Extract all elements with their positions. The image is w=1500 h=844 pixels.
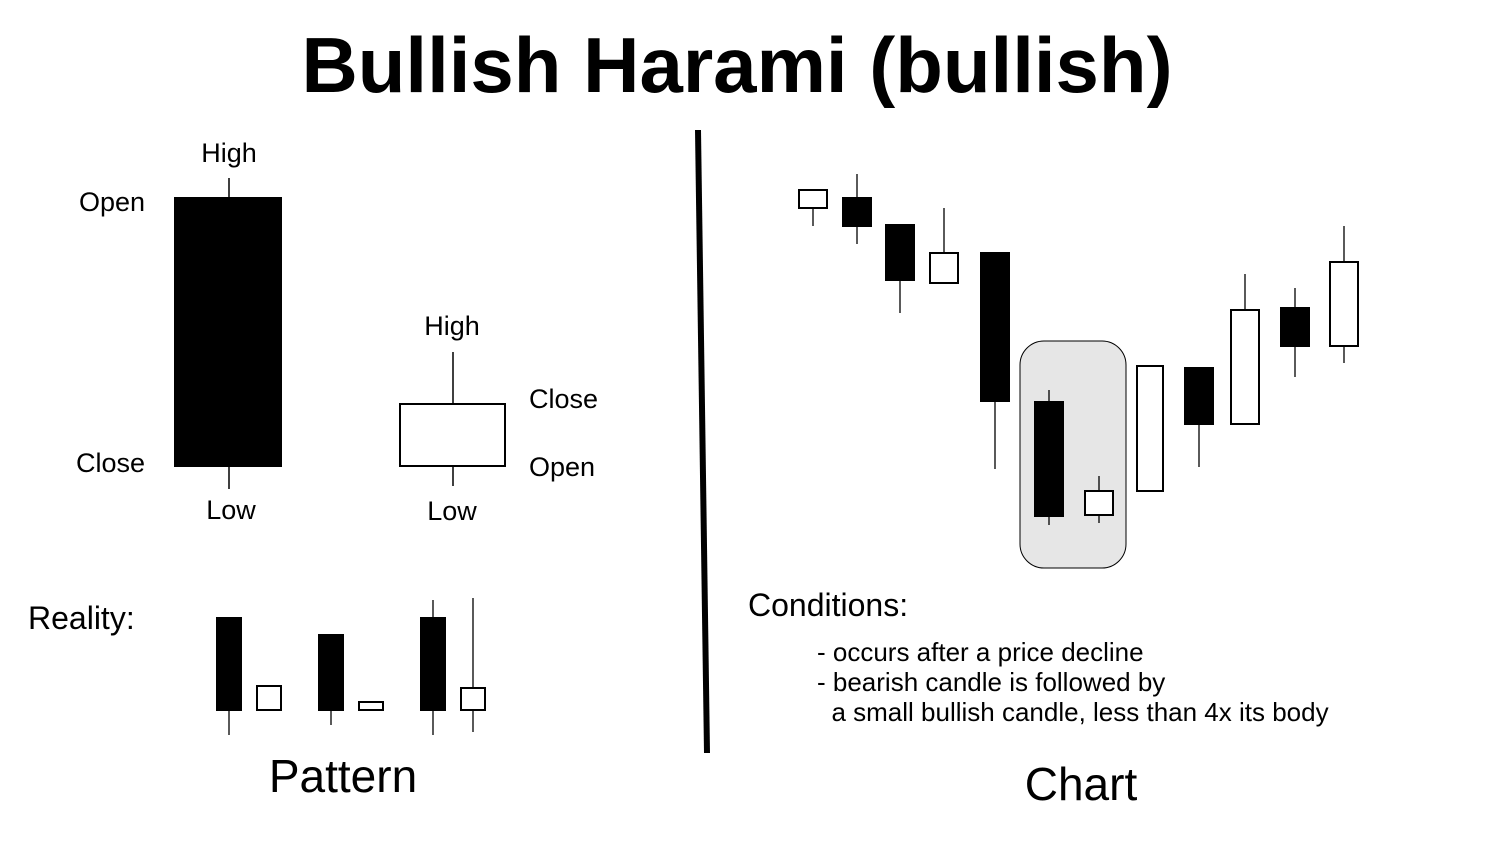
- reality-bearish-candle: [420, 600, 446, 735]
- chart-candle: [798, 189, 828, 226]
- bullish-candle-body: [1230, 309, 1260, 425]
- chart-candle: [980, 252, 1010, 469]
- bearish-candle-body: [420, 617, 446, 711]
- condition-line-1: - occurs after a price decline: [817, 637, 1144, 667]
- pattern-bearish-candle: High Open Close Low: [76, 138, 282, 525]
- bullish-open-label: Open: [529, 452, 595, 482]
- bearish-candle-body: [216, 617, 242, 711]
- bearish-open-label: Open: [79, 187, 145, 217]
- chart-candle: [1184, 367, 1214, 467]
- bearish-candle-body: [885, 224, 915, 281]
- harami-candle: [1034, 390, 1064, 525]
- reality-bearish-candle: [216, 617, 242, 735]
- bearish-candle-body: [980, 252, 1010, 402]
- bearish-candle-body: [1034, 401, 1064, 517]
- chart-candle: [1329, 226, 1359, 363]
- section-divider: [695, 129, 710, 754]
- chart-candle: [929, 208, 959, 284]
- chart-section-label: Chart: [1025, 758, 1138, 810]
- bearish-candle-body: [1184, 367, 1214, 425]
- bullish-candle-body: [256, 685, 282, 711]
- reality-bullish-candle: [256, 685, 282, 711]
- bearish-candle-body: [842, 197, 872, 227]
- bearish-body: [174, 197, 282, 467]
- reality-bullish-candle: [460, 598, 486, 732]
- chart-candle: [1136, 365, 1164, 492]
- pattern-section-label: Pattern: [269, 750, 417, 802]
- bullish-close-label: Close: [529, 384, 598, 414]
- bullish-candle-body: [798, 189, 828, 209]
- bearish-close-label: Close: [76, 448, 145, 478]
- reality-bullish-candle: [358, 701, 384, 711]
- bullish-candle-body: [1084, 490, 1114, 516]
- bearish-high-label: High: [201, 138, 257, 168]
- chart-candle: [1280, 288, 1310, 377]
- bullish-candle-body: [1136, 365, 1164, 492]
- bullish-body: [399, 403, 506, 467]
- bullish-high-label: High: [424, 311, 480, 341]
- reality-bearish-candle: [318, 634, 344, 725]
- pattern-bullish-candle: High Close Open Low: [399, 311, 598, 526]
- bullish-candle-body: [1329, 261, 1359, 347]
- bullish-candle-body: [460, 687, 486, 711]
- reality-examples: [216, 598, 486, 735]
- price-chart: [798, 174, 1359, 525]
- chart-candle: [885, 224, 915, 313]
- chart-candle: [842, 174, 872, 244]
- conditions-title: Conditions:: [748, 587, 908, 623]
- chart-candle: [1230, 274, 1260, 425]
- bullish-candle-body: [358, 701, 384, 711]
- bearish-candle-body: [318, 634, 344, 711]
- bearish-low-label: Low: [206, 495, 256, 525]
- bullish-candle-body: [929, 252, 959, 284]
- condition-line-3: a small bullish candle, less than 4x its…: [817, 697, 1329, 727]
- harami-candle: [1084, 476, 1114, 523]
- reality-label: Reality:: [28, 600, 135, 636]
- condition-line-2: - bearish candle is followed by: [817, 667, 1165, 697]
- page-title: Bullish Harami (bullish): [301, 21, 1172, 109]
- bullish-low-label: Low: [427, 496, 477, 526]
- bearish-candle-body: [1280, 307, 1310, 347]
